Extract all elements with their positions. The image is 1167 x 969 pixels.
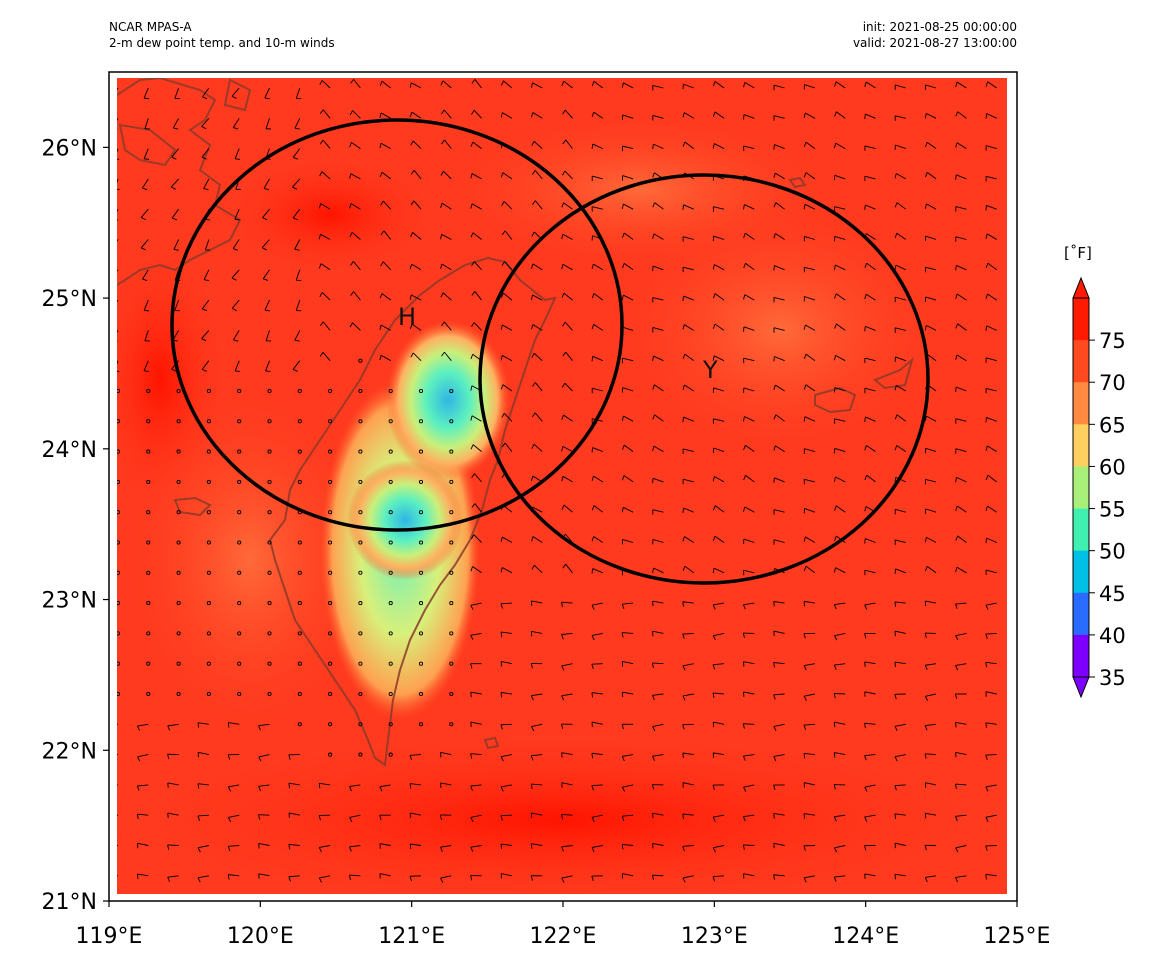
colorbar: [˚F] 35 40 45 50 55 60 65 70 75 bbox=[1064, 244, 1126, 699]
coastlines bbox=[117, 78, 914, 767]
circle-h bbox=[170, 118, 624, 532]
colorbar-tick-label: 65 bbox=[1099, 413, 1126, 437]
y-tick-label: 24°N bbox=[42, 438, 97, 463]
taiwan-coastline bbox=[268, 256, 557, 767]
map-header-right: init: 2021-08-25 00:00:00 valid: 2021-08… bbox=[853, 19, 1017, 51]
y-tick-label: 21°N bbox=[42, 890, 97, 915]
colorbar-tick-label: 40 bbox=[1099, 624, 1126, 648]
dewpoint-field bbox=[117, 78, 1007, 894]
colorbar-tick-label: 35 bbox=[1099, 666, 1126, 690]
colorbar-band bbox=[1073, 634, 1089, 678]
y-tick-label: 23°N bbox=[42, 589, 97, 614]
colorbar-tick-label: 70 bbox=[1099, 371, 1126, 395]
product-title: 2-m dew point temp. and 10-m winds bbox=[109, 36, 335, 50]
colorbar-band bbox=[1073, 466, 1089, 510]
x-tick-label: 119°E bbox=[76, 924, 143, 949]
x-tick-label: 122°E bbox=[530, 924, 597, 949]
circle-y bbox=[478, 173, 930, 585]
colorbar-band bbox=[1073, 550, 1089, 594]
y-tick-label: 25°N bbox=[42, 287, 97, 312]
wind-barbs bbox=[117, 79, 997, 883]
colorbar-tick-label: 50 bbox=[1099, 540, 1126, 564]
colorbar-band bbox=[1073, 298, 1089, 341]
y-axis: 21°N 22°N 23°N 24°N 25°N 26°N bbox=[42, 136, 109, 915]
colorbar-band bbox=[1073, 382, 1089, 425]
y-tick-label: 22°N bbox=[42, 739, 97, 764]
valid-time: valid: 2021-08-27 13:00:00 bbox=[852, 36, 1017, 50]
colorbar-unit: [˚F] bbox=[1064, 244, 1092, 262]
circle-overlays bbox=[170, 118, 930, 585]
model-name: NCAR MPAS-A bbox=[109, 20, 192, 34]
y-tick-label: 26°N bbox=[42, 136, 97, 161]
colorbar-max-arrow bbox=[1072, 276, 1090, 299]
marker-h: H bbox=[398, 303, 416, 331]
colorbar-tick-label: 55 bbox=[1099, 498, 1126, 522]
colorbar-band bbox=[1073, 508, 1089, 552]
colorbar-band bbox=[1073, 340, 1089, 383]
colorbar-band bbox=[1073, 592, 1089, 636]
colorbar-min-arrow bbox=[1072, 676, 1090, 699]
x-tick-label: 124°E bbox=[832, 924, 899, 949]
x-tick-label: 123°E bbox=[681, 924, 748, 949]
x-tick-label: 120°E bbox=[227, 924, 294, 949]
colorbar-tick-label: 45 bbox=[1099, 582, 1126, 606]
map-header-left: NCAR MPAS-A 2-m dew point temp. and 10-m… bbox=[109, 19, 335, 51]
china-coastline bbox=[117, 78, 242, 286]
x-tick-label: 125°E bbox=[984, 924, 1051, 949]
colorbar-tick-label: 75 bbox=[1099, 329, 1126, 353]
init-time: init: 2021-08-25 00:00:00 bbox=[862, 20, 1017, 34]
colorbar-band bbox=[1073, 424, 1089, 467]
x-tick-label: 121°E bbox=[378, 924, 445, 949]
colorbar-tick-label: 60 bbox=[1099, 455, 1126, 479]
x-axis: 119°E 120°E 121°E 122°E 123°E 124°E 125°E bbox=[76, 901, 1051, 949]
marker-y: Y bbox=[702, 356, 718, 384]
